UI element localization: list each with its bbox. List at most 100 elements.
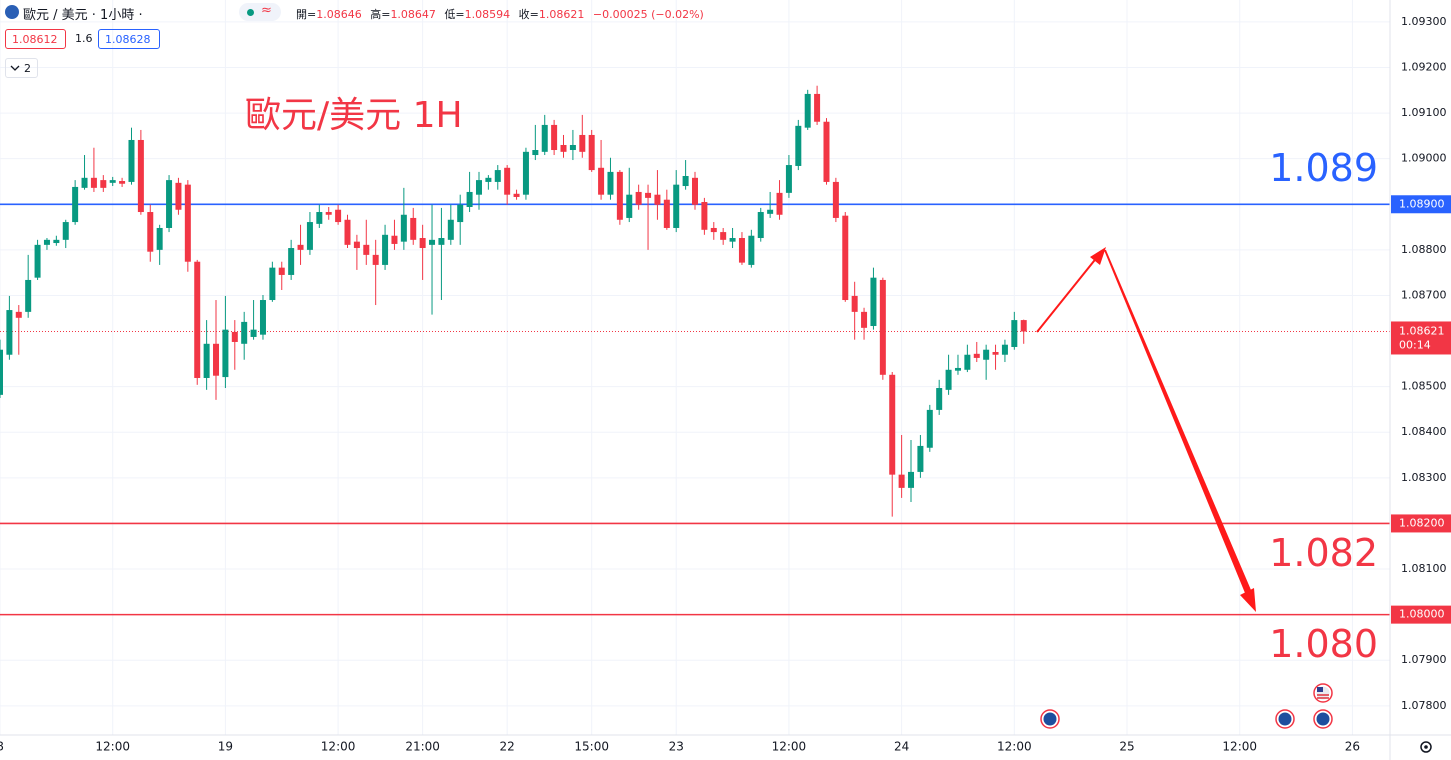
indicators-toggle[interactable]: 2 [5, 58, 38, 78]
candle-body [109, 180, 116, 183]
candle-body [635, 191, 642, 205]
candle-body [814, 93, 821, 122]
candle-body [701, 201, 708, 230]
events [1040, 683, 1333, 729]
arrow-down-shaft [1104, 250, 1251, 593]
candle-body [795, 125, 802, 166]
level-price-label: 1.08000 [1399, 608, 1445, 621]
y-tick-label: 1.08800 [1401, 243, 1447, 256]
candle-body [738, 238, 745, 263]
settings-icon[interactable] [1420, 741, 1432, 753]
candle-body [72, 186, 79, 223]
status-pill[interactable]: ≈ [239, 3, 281, 21]
candle-body [729, 238, 736, 242]
candle-body [973, 353, 980, 358]
candle-body [748, 235, 755, 265]
candle-body [579, 134, 586, 152]
candle-body [335, 209, 342, 223]
candle-body [213, 343, 220, 376]
candle-body [673, 184, 680, 228]
buy-button[interactable]: 1.08628 [98, 29, 160, 49]
candle-body [25, 279, 32, 312]
level-annotation: 1.080 [1269, 622, 1378, 666]
candle-body [983, 349, 990, 360]
candle-body [889, 374, 896, 475]
candle-body [100, 180, 107, 188]
candle-body [626, 194, 633, 218]
candle-body [53, 239, 60, 244]
event-icon-flag [1278, 712, 1292, 726]
y-tick-label: 1.07900 [1401, 653, 1447, 666]
candle-body [861, 311, 868, 328]
x-tick-label: 12:00 [321, 740, 356, 754]
x-tick-label: 22 [500, 740, 515, 754]
candle-body [654, 194, 661, 205]
candle-body [692, 177, 698, 205]
candle-body [166, 180, 173, 228]
ohlc-value: 1.08621 [538, 8, 585, 21]
x-tick-label: 12:00 [772, 740, 807, 754]
symbol[interactable]: 歐元 / 美元 · 1小時 · [23, 8, 143, 23]
y-tick-label: 1.08400 [1401, 425, 1447, 438]
candle-body [926, 409, 933, 448]
candle-body [898, 474, 905, 488]
candle-body [945, 369, 952, 390]
status-dot [247, 9, 254, 16]
y-tick-label: 1.09300 [1401, 15, 1447, 28]
candle-body [306, 222, 313, 250]
y-tick-label: 1.08300 [1401, 471, 1447, 484]
indicator-count: 2 [24, 62, 31, 75]
candle-body [128, 139, 135, 182]
candle-body [757, 212, 764, 239]
y-tick-label: 1.08100 [1401, 562, 1447, 575]
y-tick-label: 1.08700 [1401, 288, 1447, 301]
symbol-icon [5, 5, 19, 19]
last-price-tag [1391, 321, 1451, 355]
x-tick-label: 8 [0, 740, 4, 754]
candle-body [532, 150, 539, 156]
candle-body [278, 267, 285, 275]
candle-body [879, 279, 886, 375]
settings-icon-center [1424, 745, 1428, 749]
ohlc-key: 低= [444, 8, 465, 21]
candle-body [870, 277, 877, 327]
y-tick-label: 1.08500 [1401, 380, 1447, 393]
candle-body [90, 177, 97, 188]
candle-body [551, 124, 558, 151]
event-icon-flag [1316, 712, 1330, 726]
level-annotation: 1.082 [1269, 531, 1378, 575]
last-price-label: 1.08621 [1399, 324, 1445, 337]
candle-body [607, 171, 614, 195]
countdown-label: 00:14 [1399, 338, 1431, 351]
candle-body [776, 192, 783, 215]
arrow-down-head [1240, 588, 1256, 612]
candle-body [297, 244, 304, 250]
level-price-tag [1391, 605, 1451, 624]
ohlc-value: 1.08647 [390, 8, 436, 21]
candle-body [908, 471, 915, 488]
candle-body [156, 227, 163, 250]
x-tick-label: 12:00 [997, 740, 1032, 754]
candle-body [203, 343, 210, 378]
candle-body [917, 445, 924, 472]
candle-body [119, 181, 126, 184]
level-price-label: 1.08900 [1399, 197, 1445, 210]
ohlc-value: 1.08594 [464, 8, 511, 21]
candle-body [194, 261, 201, 378]
candle-body [231, 331, 238, 342]
candle-body [720, 232, 727, 240]
candle-body [645, 192, 652, 198]
candle-body [569, 144, 576, 151]
candles [0, 85, 1027, 517]
sell-button[interactable]: 1.08612 [5, 29, 66, 49]
candle-body [372, 254, 379, 265]
ohlc-value: 1.08646 [316, 8, 362, 21]
x-tick-label: 26 [1345, 740, 1360, 754]
candle-body [804, 93, 811, 128]
candle-body [494, 170, 501, 182]
candle-body [682, 175, 689, 187]
